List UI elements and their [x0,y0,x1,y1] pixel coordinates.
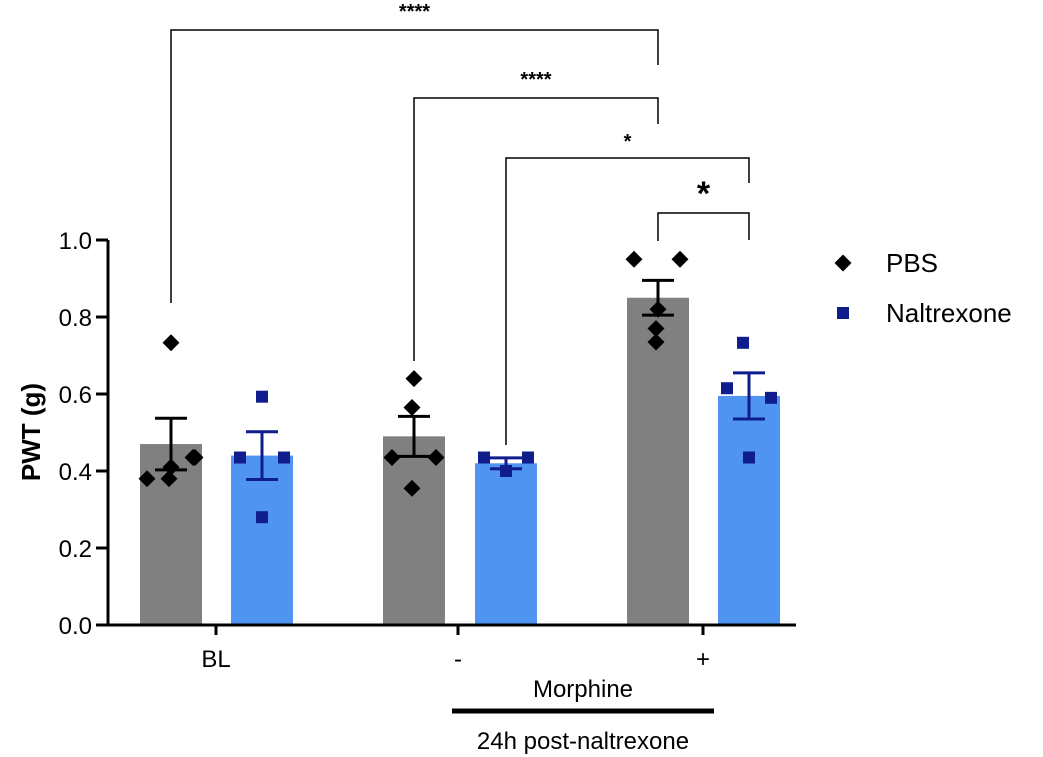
significance-bracket-1 [413,97,659,361]
bars-layer [140,297,780,625]
point-naltrexone-2-0 [737,336,749,349]
category-label-bl: BL [201,646,230,673]
point-naltrexone-1-0 [478,451,490,464]
point-naltrexone-0-2 [278,451,290,464]
points-layer [138,250,777,524]
significance-bracket-0 [170,29,659,303]
y-tick-label-4: 0.8 [59,305,92,332]
point-pbs-0-2 [162,458,180,476]
bar-pbs-1 [383,436,445,625]
post-naltrexone-label: 24h post-naltrexone [477,728,689,755]
bar-naltrexone-2 [718,395,780,625]
significance-label-2: * [624,131,632,153]
point-naltrexone-0-0 [256,390,268,403]
category-label-plus: + [696,646,710,673]
y-tick-label-0: 0.0 [59,613,92,640]
significance-label-3: * [697,175,711,213]
legend-marker-naltrexone [837,307,849,319]
point-pbs-0-3 [138,470,156,488]
legend-marker-pbs [834,254,852,272]
bar-naltrexone-1 [475,463,537,625]
point-naltrexone-2-2 [765,391,777,404]
point-pbs-1-1 [403,398,421,416]
significance-bracket-2 [505,157,750,445]
point-pbs-1-4 [403,479,421,497]
significance-bracket-3 [657,212,750,241]
morphine-label: Morphine [533,676,633,703]
y-tick-label-3: 0.6 [59,382,92,409]
legend-label-naltrexone: Naltrexone [886,298,1012,328]
category-label-minus: - [454,646,462,673]
point-pbs-1-2 [383,449,401,467]
point-pbs-0-4 [160,470,178,488]
point-pbs-0-5 [186,449,204,467]
axes-layer: 0.0 0.2 0.4 0.6 0.8 1.0 [59,228,796,640]
point-naltrexone-2-1 [721,382,733,395]
significance-layer: ********** [170,1,750,445]
bar-naltrexone-0 [231,455,293,625]
legend: PBS Naltrexone [834,248,1012,328]
point-pbs-2-3 [647,320,665,338]
y-tick-label-1: 0.2 [59,536,92,563]
point-naltrexone-2-3 [743,451,755,464]
point-pbs-1-3 [427,449,445,467]
point-naltrexone-0-1 [234,451,246,464]
point-pbs-0-0 [162,334,180,352]
legend-label-pbs: PBS [886,248,938,278]
point-naltrexone-0-3 [256,511,268,524]
point-naltrexone-1-1 [522,451,534,464]
point-pbs-2-2 [649,300,667,318]
point-pbs-1-0 [405,370,423,388]
y-tick-label-5: 1.0 [59,228,92,255]
bar-pbs-2 [627,297,689,625]
error-bars-layer [155,278,765,481]
y-tick-label-2: 0.4 [59,459,92,486]
y-axis-title: PWT (g) [16,383,46,481]
point-naltrexone-1-3 [500,465,512,477]
point-pbs-2-1 [671,250,689,268]
significance-label-0: **** [399,1,430,23]
point-pbs-2-0 [625,250,643,268]
point-pbs-2-4 [647,333,665,351]
significance-label-1: **** [520,69,551,91]
